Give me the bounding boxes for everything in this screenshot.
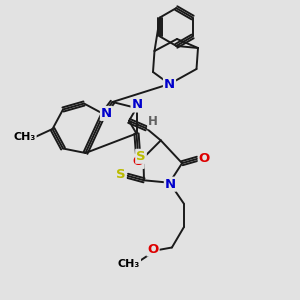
Text: N: N bbox=[101, 107, 112, 120]
Text: N: N bbox=[131, 98, 143, 112]
Text: CH₃: CH₃ bbox=[118, 259, 140, 269]
Text: H: H bbox=[148, 115, 158, 128]
Text: N: N bbox=[165, 178, 176, 191]
Text: O: O bbox=[147, 242, 159, 256]
Text: S: S bbox=[116, 168, 126, 181]
Text: CH₃: CH₃ bbox=[14, 132, 36, 142]
Text: O: O bbox=[132, 155, 144, 168]
Text: N: N bbox=[164, 77, 175, 91]
Text: O: O bbox=[199, 152, 210, 165]
Text: S: S bbox=[136, 150, 146, 163]
